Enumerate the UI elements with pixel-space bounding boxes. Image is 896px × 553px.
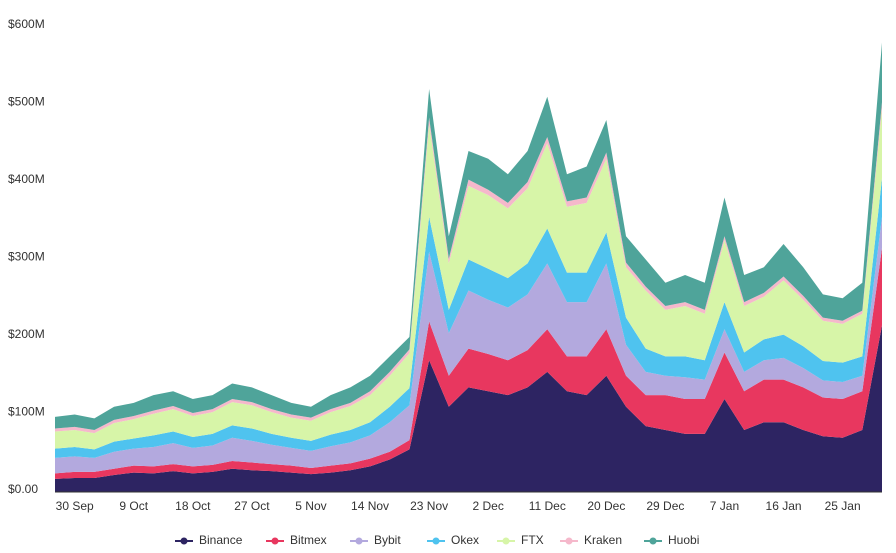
legend-label: Okex: [451, 533, 479, 547]
legend-swatch-dot: [565, 537, 573, 545]
y-tick-label: $600M: [8, 17, 45, 31]
legend-item: Huobi: [644, 533, 699, 547]
area: [55, 247, 882, 479]
y-tick-label: $200M: [8, 327, 45, 341]
area: [55, 325, 882, 492]
y-tick-label: $100M: [8, 405, 45, 419]
x-tick-label: 11 Dec: [529, 499, 566, 513]
y-tick-label: $300M: [8, 250, 45, 264]
legend-label: Kraken: [584, 533, 622, 547]
area: [55, 108, 882, 450]
legend-swatch-dot: [432, 537, 440, 545]
x-tick-label: 25 Jan: [825, 499, 861, 513]
x-tick-label: 16 Jan: [766, 499, 802, 513]
legend-swatch-dot: [649, 537, 657, 545]
legend-item: Bitmex: [266, 533, 327, 547]
x-tick-label: 2 Dec: [473, 499, 504, 513]
legend-item: Kraken: [560, 533, 622, 547]
legend-label: FTX: [521, 533, 544, 547]
legend-swatch-dot: [355, 537, 363, 545]
x-tick-label: 30 Sep: [56, 499, 94, 513]
legend-label: Bybit: [374, 533, 401, 547]
legend-label: Binance: [199, 533, 243, 547]
area: [55, 102, 882, 434]
legend-label: Bitmex: [290, 533, 327, 547]
x-tick-label: 5 Nov: [295, 499, 326, 513]
x-tick-label: 18 Oct: [175, 499, 211, 513]
legend-swatch-dot: [180, 537, 188, 545]
x-tick-label: 23 Nov: [410, 499, 448, 513]
x-tick-label: 29 Dec: [646, 499, 684, 513]
x-tick-label: 7 Jan: [710, 499, 739, 513]
legend-item: Binance: [175, 533, 243, 547]
x-tick-label: 14 Nov: [351, 499, 389, 513]
area: [55, 42, 882, 430]
legend-item: FTX: [497, 533, 544, 547]
x-tick-label: 27 Oct: [234, 499, 270, 513]
legend-item: Okex: [427, 533, 479, 547]
y-tick-label: $0.00: [8, 482, 38, 496]
legend-label: Huobi: [668, 533, 699, 547]
legend-item: Bybit: [350, 533, 401, 547]
x-tick-label: 20 Dec: [587, 499, 625, 513]
legend-swatch-dot: [502, 537, 510, 545]
legend-swatch-dot: [271, 537, 279, 545]
x-tick-label: 9 Oct: [119, 499, 148, 513]
area: [55, 216, 882, 474]
y-tick-label: $500M: [8, 95, 45, 109]
y-tick-label: $400M: [8, 172, 45, 186]
